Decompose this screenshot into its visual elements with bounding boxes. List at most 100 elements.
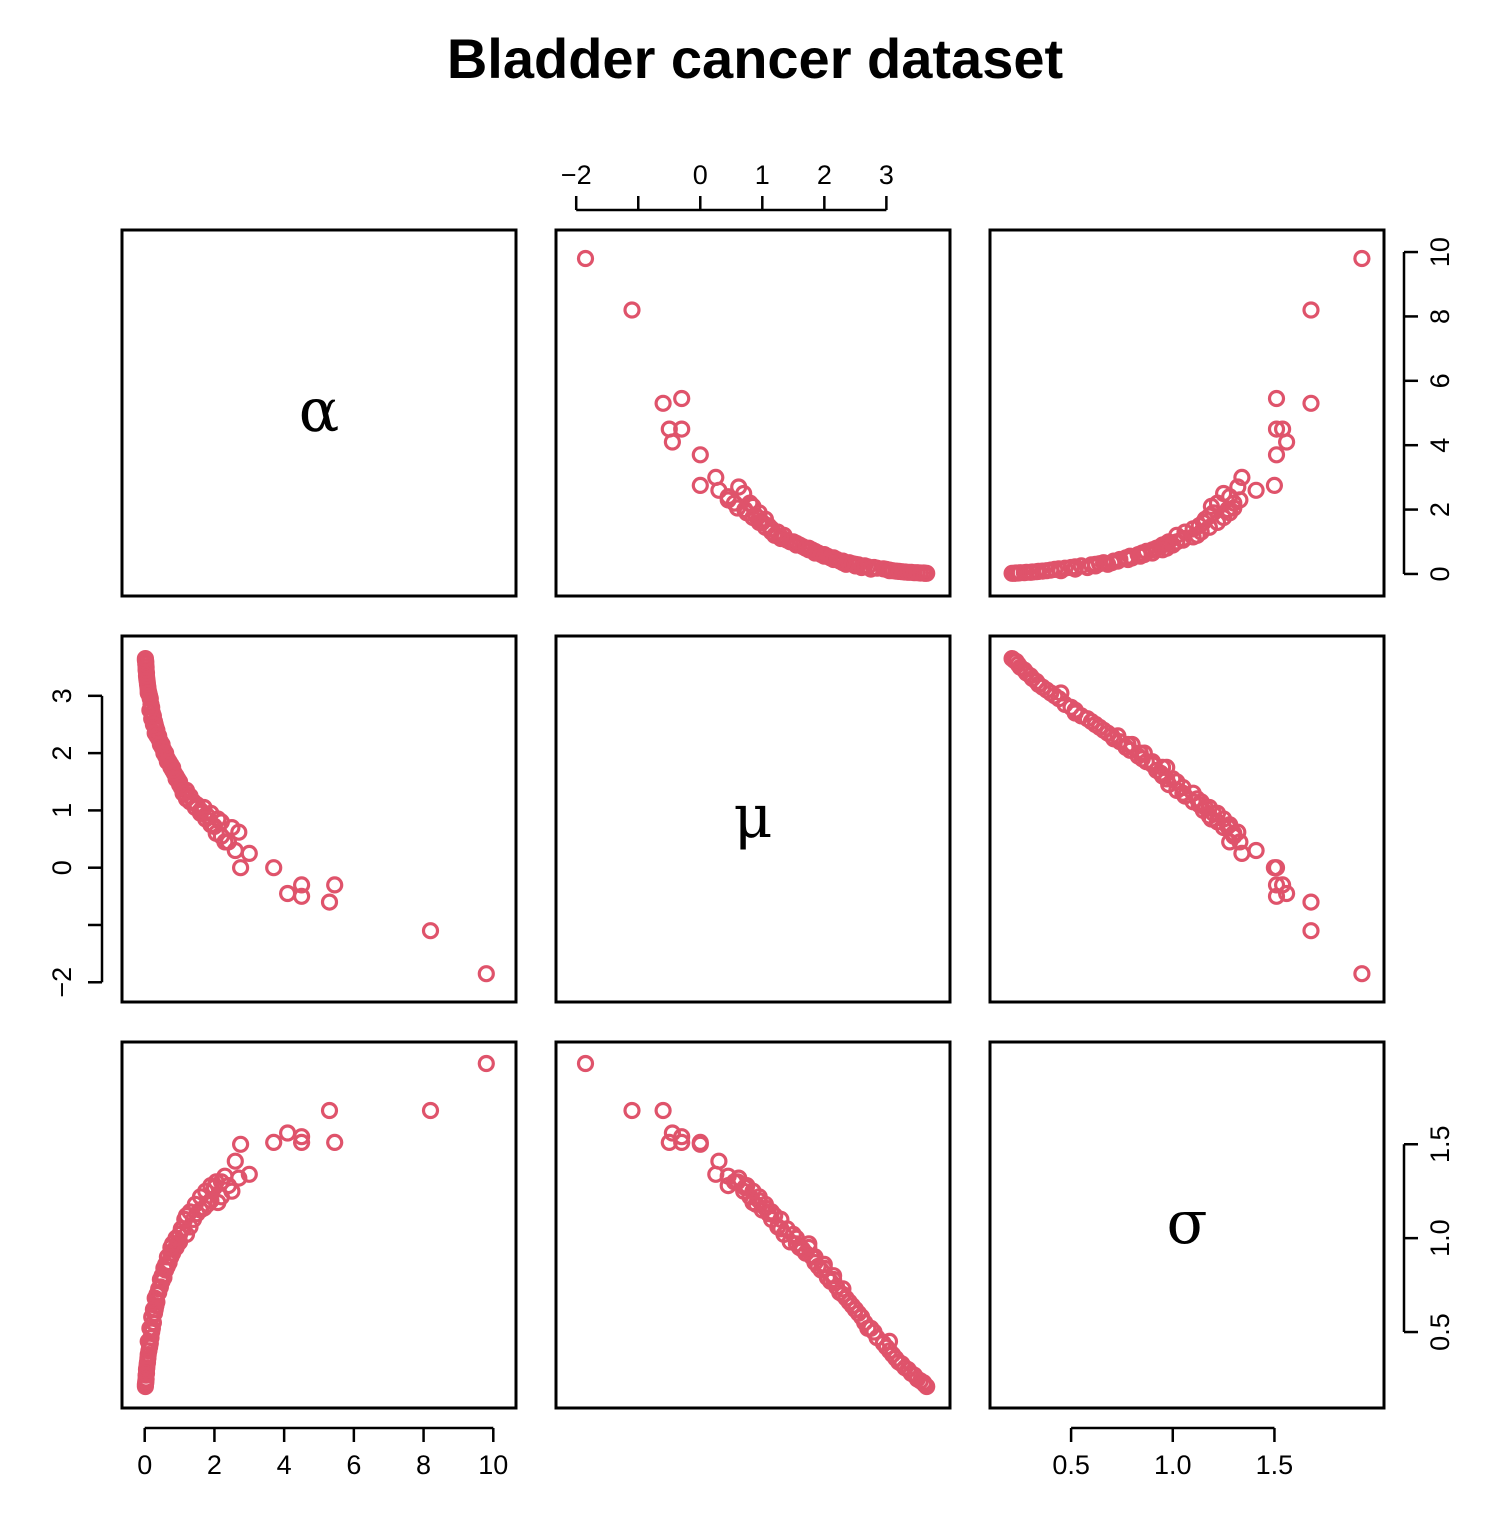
- variable-label-mu: μ: [734, 782, 773, 852]
- data-point: [918, 1377, 936, 1396]
- data-point: [151, 735, 169, 754]
- data-point: [293, 876, 311, 894]
- data-point: [1267, 420, 1286, 438]
- tick-label: 6: [346, 1450, 361, 1480]
- data-point: [1066, 701, 1084, 719]
- panel-mu-vs-sigma: [988, 634, 1386, 1004]
- panel-mu-vs-alpha: [120, 634, 518, 1004]
- data-point: [293, 1133, 311, 1152]
- data-point: [880, 562, 899, 580]
- data-point: [1265, 859, 1284, 877]
- chart-title: Bladder cancer dataset: [447, 27, 1063, 90]
- data-point: [719, 491, 737, 509]
- data-point: [136, 1377, 154, 1396]
- tick-label: 4: [1425, 438, 1455, 453]
- data-point: [1267, 389, 1286, 408]
- tick-label: 1: [47, 803, 77, 818]
- tick-label: 0: [693, 160, 708, 190]
- data-point: [209, 1193, 227, 1212]
- data-point: [673, 389, 691, 408]
- data-point: [226, 1152, 244, 1170]
- tick-label: 10: [1425, 237, 1455, 267]
- data-point: [824, 550, 843, 569]
- data-point: [279, 1124, 297, 1142]
- data-point: [862, 1319, 880, 1337]
- panel-sigma-vs-alpha: [120, 1040, 518, 1410]
- data-point: [207, 824, 225, 842]
- data-point: [1302, 922, 1320, 940]
- tick-label: 2: [817, 160, 832, 190]
- data-point: [719, 1167, 737, 1185]
- data-point: [623, 301, 641, 319]
- data-point: [326, 876, 344, 894]
- data-point: [421, 922, 440, 940]
- data-point: [834, 1285, 852, 1304]
- tick-label: 1.5: [1256, 1450, 1294, 1480]
- panel-mu-vs-mu: μ: [554, 634, 952, 1004]
- data-point: [824, 1270, 843, 1289]
- data-point: [623, 1101, 641, 1120]
- data-point: [265, 1133, 283, 1152]
- panel-alpha-vs-alpha: α: [120, 228, 518, 598]
- data-point: [143, 1308, 161, 1326]
- panel-sigma-vs-sigma: σ: [988, 1040, 1386, 1410]
- tick-label: 0: [47, 860, 77, 875]
- data-point: [139, 684, 157, 702]
- data-point: [1302, 394, 1320, 412]
- data-point: [738, 1176, 756, 1195]
- data-point: [1174, 531, 1192, 549]
- top-axis-mu: −2 0 1 2 3: [561, 160, 894, 212]
- data-point: [232, 1135, 250, 1153]
- data-point: [1052, 684, 1070, 702]
- tick-label: 6: [1425, 373, 1455, 388]
- panel-sigma-vs-mu: [554, 1040, 952, 1410]
- variable-label-sigma: σ: [1167, 1188, 1208, 1258]
- panel-frame: [120, 634, 518, 1004]
- data-point: [862, 560, 880, 578]
- tick-label: 0: [1425, 566, 1455, 581]
- tick-label: 8: [416, 1450, 431, 1480]
- data-point: [800, 1238, 818, 1257]
- data-point: [1164, 770, 1182, 788]
- data-point: [1302, 301, 1320, 319]
- data-point: [326, 1133, 344, 1152]
- tick-label: 1.5: [1425, 1125, 1455, 1163]
- bottom-axis-sigma: 0.5 1.0 1.5: [1052, 1426, 1294, 1480]
- data-point: [1003, 564, 1021, 582]
- data-point: [834, 554, 852, 572]
- panel-alpha-vs-mu: [554, 228, 952, 598]
- data-point: [673, 1128, 691, 1146]
- data-point: [710, 1152, 728, 1170]
- data-point: [663, 1124, 682, 1142]
- data-point: [1231, 833, 1249, 851]
- data-point: [144, 1300, 162, 1319]
- data-point: [1247, 841, 1265, 860]
- tick-label: 2: [47, 746, 77, 761]
- tick-label: −2: [561, 160, 592, 190]
- data-point: [1277, 884, 1296, 903]
- data-point: [880, 1332, 899, 1351]
- panel-frame: [554, 634, 952, 1004]
- data-point: [673, 420, 691, 438]
- data-point: [1103, 554, 1121, 572]
- data-point: [654, 1101, 672, 1120]
- data-point: [1066, 560, 1084, 578]
- data-point: [738, 504, 756, 522]
- data-point: [232, 859, 250, 877]
- tick-label: 0.5: [1425, 1313, 1455, 1351]
- data-point: [834, 1280, 852, 1298]
- data-point: [1143, 544, 1162, 562]
- data-point: [1221, 816, 1239, 834]
- data-point: [815, 547, 833, 565]
- panel-frame: [988, 1040, 1386, 1410]
- data-point: [155, 744, 173, 762]
- data-point: [1267, 446, 1286, 464]
- data-point: [576, 249, 595, 268]
- data-point: [148, 1285, 166, 1304]
- data-point: [1086, 557, 1105, 575]
- data-point: [663, 433, 682, 451]
- data-point: [320, 893, 339, 911]
- panel-frame: [988, 634, 1386, 1004]
